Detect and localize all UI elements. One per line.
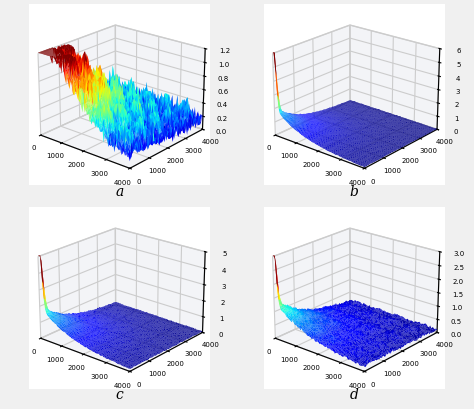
Text: a: a xyxy=(116,185,124,199)
Text: d: d xyxy=(350,389,359,402)
Text: c: c xyxy=(116,389,124,402)
Text: b: b xyxy=(350,185,359,199)
